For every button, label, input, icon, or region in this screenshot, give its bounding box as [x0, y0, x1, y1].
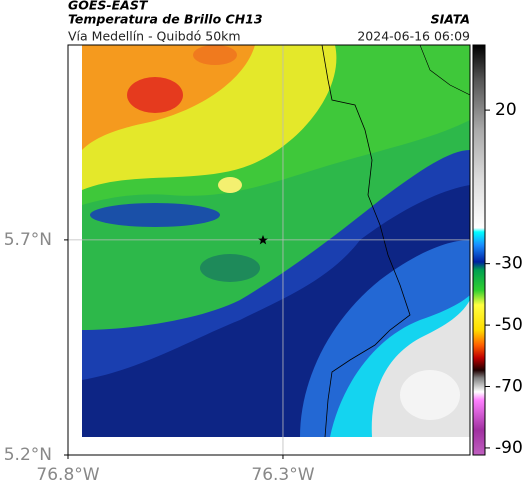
colorbar-tick-label: -50: [495, 315, 523, 335]
x-tick-label: 76.8°W: [36, 465, 99, 485]
colorbar-tick-label: -90: [495, 438, 523, 458]
map-frame: [67, 44, 471, 456]
location: Vía Medellín - Quibdó 50km: [68, 29, 241, 44]
location-marker: [258, 235, 268, 245]
y-tick-label: 5.2°N: [4, 445, 52, 465]
colorbar-tick-label: -30: [495, 254, 523, 274]
y-tick-label: 5.7°N: [4, 230, 52, 250]
temperature-field: [82, 45, 470, 437]
timestamp: 2024-06-16 06:09: [357, 29, 470, 44]
source: SIATA: [431, 12, 470, 27]
colorbar-tick-label: 20: [495, 100, 517, 120]
x-tick-label: 76.3°W: [251, 465, 314, 485]
title: GOES-EAST: [68, 0, 149, 13]
colorbar-tick-label: -70: [495, 377, 523, 397]
colorbar: [472, 44, 486, 456]
subtitle: Temperatura de Brillo CH13: [68, 12, 263, 27]
